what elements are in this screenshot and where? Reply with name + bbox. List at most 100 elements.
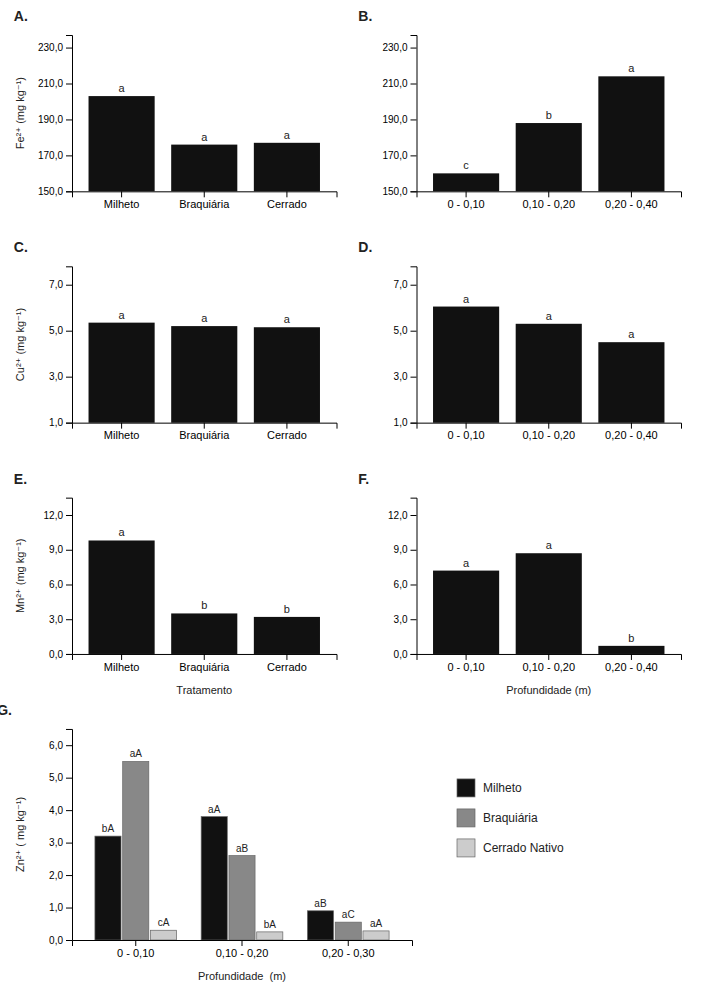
y-tick-label: 3,0	[49, 614, 63, 625]
bar-annotation: b	[546, 109, 552, 121]
panel: aaa150,0170,0190,0210,0230,0MilhetoBraqu…	[14, 8, 337, 461]
y-tick-mark	[411, 48, 417, 49]
y-tick-label: 5,0	[49, 325, 63, 336]
y-tick: 230,0	[38, 42, 72, 53]
panel-title: C.	[14, 239, 28, 255]
y-axis: 1,03,05,07,0	[49, 267, 72, 429]
y-tick-label: 170,0	[382, 150, 407, 161]
bar	[89, 540, 155, 653]
y-tick-mark	[66, 84, 72, 85]
bar-annotation: a	[463, 557, 470, 569]
y-axis-line	[66, 267, 73, 423]
x-tick-label: 0,20 - 0,40	[605, 198, 658, 210]
bar	[598, 76, 664, 191]
x-tick: Milheto	[104, 191, 139, 210]
y-axis: 150,0170,0190,0210,0230,0	[38, 36, 73, 198]
y-tick-mark	[66, 423, 72, 424]
y-tick-mark	[66, 745, 72, 746]
y-tick-label: 150,0	[38, 186, 63, 197]
y-tick: 3,0	[394, 371, 417, 382]
bar-annotations: aaa	[463, 293, 635, 341]
x-tick-mark	[121, 423, 122, 429]
bar-annotation: bA	[264, 919, 277, 930]
figure: aaa150,0170,0190,0210,0230,0MilhetoBraqu…	[0, 0, 701, 992]
y-tick: 0,0	[394, 649, 417, 660]
y-tick: 5,0	[49, 772, 72, 783]
y-tick-label: 6,0	[394, 579, 408, 590]
y-tick-label: 9,0	[394, 544, 408, 555]
y-tick-label: 4,0	[49, 805, 63, 816]
x-axis-line	[73, 423, 338, 429]
y-tick-mark	[66, 908, 72, 909]
y-tick-label: 7,0	[49, 279, 63, 290]
bar-annotations: aaa	[119, 82, 291, 143]
panel-title: E.	[14, 471, 27, 487]
y-axis-title: Fe²⁺ (mg kg⁻¹)	[14, 77, 26, 149]
legend-item: Cerrado Nativo	[457, 839, 564, 857]
x-axis-title: Profundidade (m)	[506, 684, 591, 696]
x-axis-title: Profundidade (m)	[198, 970, 286, 982]
y-tick: 210,0	[38, 78, 72, 89]
y-tick: 1,0	[49, 417, 72, 428]
bar	[516, 553, 582, 654]
y-tick-mark	[411, 191, 417, 192]
y-tick: 5,0	[49, 325, 72, 336]
y-tick: 0,0	[49, 649, 72, 660]
bar-annotation: aB	[236, 843, 249, 854]
bars	[89, 323, 320, 423]
y-tick-mark	[66, 584, 72, 585]
bars	[433, 553, 664, 654]
x-tick-mark	[135, 940, 136, 946]
x-tick-label: Braquiária	[179, 198, 230, 210]
y-tick: 2,0	[49, 870, 72, 881]
bar	[171, 145, 237, 192]
bar-annotation: a	[119, 526, 126, 538]
x-tick: Cerrado	[267, 423, 307, 442]
y-tick-label: 210,0	[382, 78, 407, 89]
legend-swatch	[457, 779, 475, 797]
y-tick-mark	[411, 654, 417, 655]
y-tick: 0,0	[49, 935, 72, 946]
x-tick-mark	[466, 191, 467, 197]
y-tick: 230,0	[382, 42, 416, 53]
legend-swatch	[457, 839, 475, 857]
x-tick: 0 - 0,10	[447, 191, 484, 210]
legend-label: Cerrado Nativo	[483, 841, 564, 855]
y-tick-mark	[411, 423, 417, 424]
y-axis: 0,03,06,09,012,0	[44, 498, 73, 660]
bar-annotation: aB	[314, 898, 327, 909]
x-tick-mark	[242, 940, 243, 946]
bar	[95, 836, 121, 940]
x-tick-mark	[548, 423, 549, 429]
y-tick-mark	[66, 48, 72, 49]
x-tick: 0 - 0,10	[447, 654, 484, 673]
y-tick: 1,0	[394, 417, 417, 428]
bar	[433, 571, 499, 654]
x-axis: MilhetoBraquiáriaCerrado	[73, 191, 338, 210]
y-tick-mark	[66, 155, 72, 156]
x-tick-mark	[286, 423, 287, 429]
x-tick-label: 0,10 - 0,20	[522, 661, 575, 673]
bar	[201, 817, 227, 940]
bar-annotation: a	[284, 313, 291, 325]
x-tick-mark	[204, 423, 205, 429]
y-tick-mark	[411, 119, 417, 120]
x-tick: 0 - 0,10	[447, 423, 484, 442]
bar	[254, 327, 320, 422]
x-tick-mark	[631, 423, 632, 429]
x-tick-mark	[548, 654, 549, 660]
x-tick: 0,20 - 0,40	[605, 654, 658, 673]
bar	[433, 173, 499, 191]
bar	[254, 143, 320, 192]
y-tick: 9,0	[49, 544, 72, 555]
x-tick-mark	[466, 654, 467, 660]
bar	[89, 323, 155, 423]
y-tick-label: 0,0	[394, 649, 408, 660]
y-tick-mark	[66, 285, 72, 286]
y-tick-label: 12,0	[44, 510, 64, 521]
bar	[598, 342, 664, 422]
x-tick-mark	[121, 191, 122, 197]
y-tick-label: 3,0	[394, 614, 408, 625]
y-axis-line	[66, 36, 73, 192]
y-tick: 12,0	[44, 510, 72, 521]
